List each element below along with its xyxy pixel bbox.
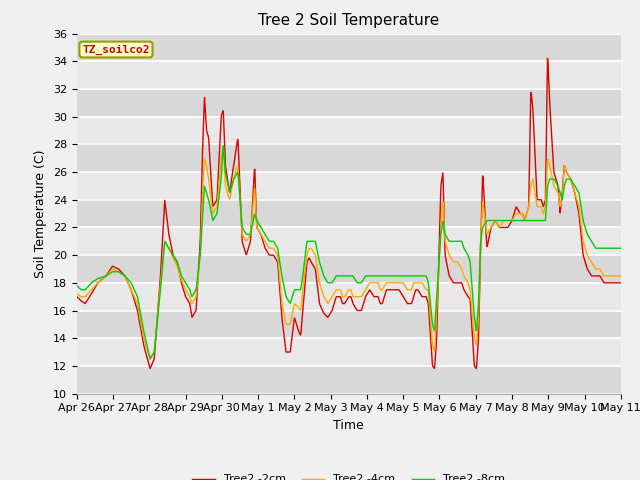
Bar: [77, 172, 621, 200]
Tree2 -8cm: [317, 263, 324, 268]
Tree2 -8cm: [77, 287, 85, 293]
Tree2 -2cm: [383, 287, 390, 293]
Bar: [77, 117, 621, 144]
Tree2 -2cm: [73, 294, 81, 300]
Tree2 -4cm: [147, 356, 154, 362]
Tree2 -4cm: [383, 280, 391, 286]
Bar: [77, 283, 621, 311]
Line: Tree2 -2cm: Tree2 -2cm: [77, 58, 621, 369]
Tree2 -4cm: [77, 294, 85, 300]
Bar: [77, 255, 621, 283]
Bar: [77, 34, 621, 61]
Tree2 -4cm: [84, 290, 92, 296]
Tree2 -4cm: [219, 144, 227, 149]
Bar: [77, 200, 621, 228]
Tree2 -2cm: [84, 296, 92, 302]
Y-axis label: Soil Temperature (C): Soil Temperature (C): [35, 149, 47, 278]
Tree2 -2cm: [77, 298, 85, 304]
Tree2 -8cm: [84, 284, 92, 289]
Tree2 -2cm: [617, 280, 625, 286]
Tree2 -8cm: [220, 143, 227, 149]
Line: Tree2 -4cm: Tree2 -4cm: [77, 146, 621, 359]
Legend: Tree2 -2cm, Tree2 -4cm, Tree2 -8cm: Tree2 -2cm, Tree2 -4cm, Tree2 -8cm: [188, 470, 509, 480]
Tree2 -2cm: [543, 55, 551, 61]
Title: Tree 2 Soil Temperature: Tree 2 Soil Temperature: [258, 13, 440, 28]
Bar: [77, 228, 621, 255]
Tree2 -4cm: [410, 280, 418, 286]
Tree2 -8cm: [383, 273, 391, 279]
Tree2 -2cm: [316, 302, 324, 308]
Tree2 -4cm: [560, 170, 568, 176]
Tree2 -2cm: [147, 366, 154, 372]
Tree2 -4cm: [617, 273, 625, 279]
Tree2 -8cm: [617, 245, 625, 251]
Tree2 -2cm: [560, 168, 568, 174]
Tree2 -8cm: [73, 283, 81, 288]
Tree2 -8cm: [147, 356, 154, 362]
Bar: [77, 311, 621, 338]
Tree2 -2cm: [410, 293, 418, 299]
Tree2 -4cm: [73, 291, 81, 297]
Text: TZ_soilco2: TZ_soilco2: [82, 44, 150, 55]
Bar: [77, 338, 621, 366]
Bar: [77, 61, 621, 89]
Tree2 -8cm: [410, 273, 418, 279]
Bar: [77, 144, 621, 172]
Bar: [77, 89, 621, 117]
Line: Tree2 -8cm: Tree2 -8cm: [77, 146, 621, 359]
X-axis label: Time: Time: [333, 419, 364, 432]
Tree2 -8cm: [560, 186, 568, 192]
Bar: [77, 366, 621, 394]
Tree2 -4cm: [317, 283, 324, 289]
